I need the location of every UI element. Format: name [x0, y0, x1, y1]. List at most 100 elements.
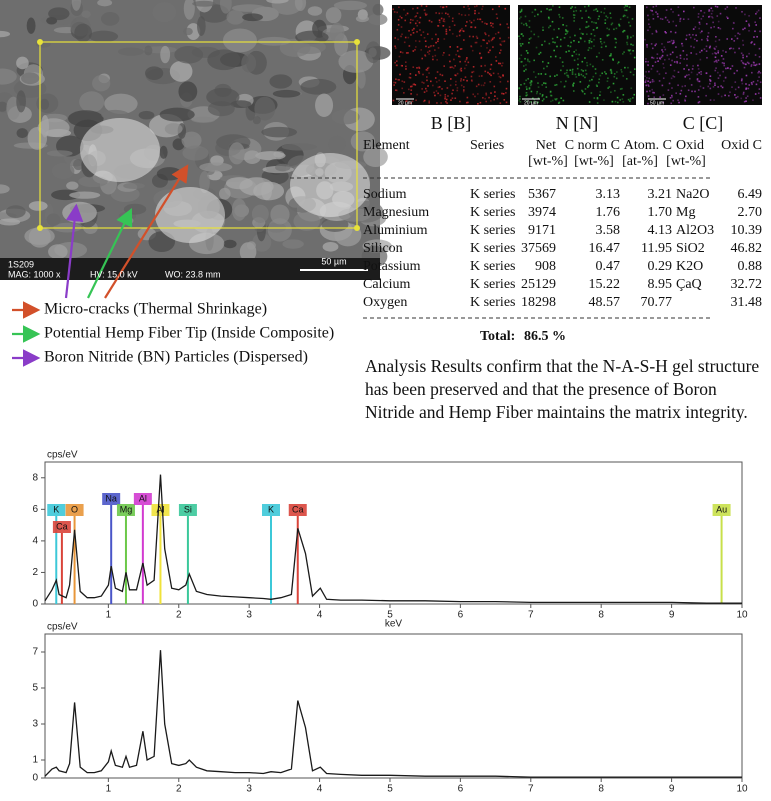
map-dot — [467, 61, 470, 64]
map-dot — [753, 43, 756, 46]
map-dot — [705, 45, 708, 48]
table-cell: K series — [470, 187, 516, 202]
map-dot — [720, 85, 722, 87]
map-dot — [415, 46, 417, 48]
map-dot — [651, 65, 654, 67]
map-dot — [741, 39, 744, 42]
map-dot — [688, 33, 691, 36]
map-dot — [422, 100, 425, 103]
map-dot — [418, 67, 421, 70]
map-dot — [395, 89, 397, 92]
map-dot — [409, 33, 412, 36]
map-dot — [736, 37, 739, 40]
map-dot — [590, 47, 593, 50]
map-dot — [691, 68, 694, 70]
sem-grain — [363, 146, 388, 168]
map-dot — [597, 18, 600, 20]
map-dot — [535, 92, 538, 95]
map-dot — [400, 26, 403, 28]
map-dot — [692, 65, 694, 67]
map-dot — [410, 18, 412, 21]
map-dot — [520, 8, 523, 11]
map-dot — [652, 13, 654, 16]
map-dot — [545, 86, 547, 88]
map-dot — [732, 27, 734, 30]
map-dot — [459, 60, 461, 63]
map-dot — [619, 88, 622, 90]
map-dot — [488, 40, 491, 43]
map-dot — [438, 86, 441, 88]
map-dot — [569, 45, 572, 48]
map-dot — [394, 81, 397, 84]
map-dot — [451, 92, 453, 95]
map-dot — [395, 78, 397, 81]
map-dot — [539, 51, 542, 54]
map-dot — [537, 13, 539, 16]
map-dot — [499, 62, 502, 65]
map-dot — [553, 28, 555, 31]
map-dot — [696, 39, 698, 42]
map-dot — [584, 88, 587, 90]
map-dot — [741, 61, 744, 64]
map-dot — [416, 7, 419, 9]
map-dot — [756, 35, 758, 38]
map-dot — [740, 97, 743, 100]
map-dot — [716, 15, 719, 17]
map-dot — [616, 96, 619, 99]
map-dot — [657, 60, 659, 63]
map-dot — [647, 60, 649, 63]
map-dot — [430, 45, 432, 47]
map-dot — [682, 18, 685, 20]
map-dot — [593, 38, 595, 41]
element-name: Ca — [292, 504, 304, 514]
map-dot — [431, 38, 433, 40]
map-dot — [662, 50, 664, 53]
map-dot — [588, 79, 591, 82]
map-dot — [481, 8, 483, 10]
sem-grain — [272, 89, 301, 98]
map-dot — [518, 99, 520, 102]
map-dot — [504, 7, 507, 10]
map-dot — [610, 68, 612, 71]
sem-grain — [186, 23, 201, 40]
map-dot — [584, 69, 587, 72]
map-dot — [463, 86, 465, 88]
map-dot — [596, 10, 599, 12]
sem-grain — [71, 0, 81, 11]
map-dot — [654, 44, 657, 47]
map-dot — [670, 39, 673, 42]
map-dot — [758, 70, 760, 73]
map-dot — [470, 45, 472, 47]
map-dot — [412, 50, 415, 52]
map-dot — [518, 87, 521, 90]
map-dot — [528, 38, 531, 40]
table-unit: [at-%] — [622, 154, 658, 169]
map-dot — [437, 86, 440, 89]
map-dot — [445, 33, 448, 35]
map-dot — [423, 99, 426, 102]
sem-grain — [182, 145, 209, 161]
map-dot — [565, 29, 567, 31]
sem-texture — [0, 0, 392, 268]
map-dot — [525, 88, 528, 90]
sem-grain — [251, 204, 269, 223]
map-dot — [484, 32, 486, 34]
map-dot — [560, 69, 562, 72]
map-dot — [537, 101, 539, 104]
map-dot — [420, 5, 423, 7]
map-dot — [577, 58, 579, 60]
map-dot — [695, 53, 698, 55]
map-dot — [687, 18, 690, 20]
map-dot — [569, 36, 571, 39]
map-dot — [661, 49, 663, 51]
map-dot — [462, 30, 465, 33]
map-dot — [656, 70, 659, 73]
sem-grain — [315, 93, 334, 118]
map-dot — [699, 85, 702, 88]
map-dot — [671, 96, 674, 98]
map-dot — [648, 77, 651, 80]
map-dot — [530, 30, 533, 33]
map-dot — [556, 74, 558, 76]
sem-grain — [307, 6, 323, 16]
map-dot — [571, 73, 574, 75]
